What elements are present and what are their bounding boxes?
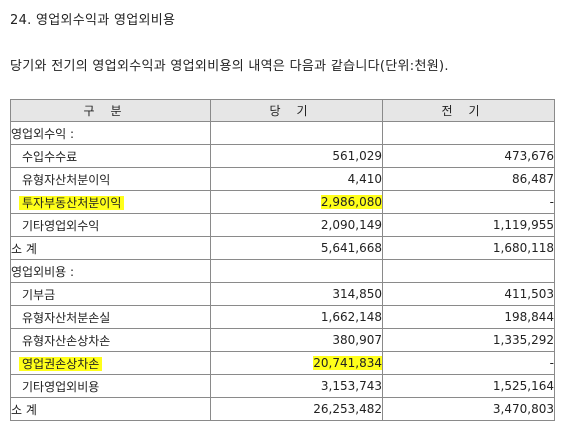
subtotal-label: 소 계 [10,236,211,260]
prior-value: 3,470,803 [382,397,555,421]
prior-value: 1,680,118 [382,236,555,260]
row-label: 기부금 [10,282,211,306]
current-value: 3,153,743 [210,374,383,398]
header-prior-period: 전기 [382,99,555,122]
prior-value: 1,335,292 [382,328,555,352]
prior-value: 1,525,164 [382,374,555,398]
table-row: 유형자산처분이익 4,410 86,487 [10,167,555,191]
current-value: 314,850 [210,282,383,306]
prior-value: 86,487 [382,167,555,191]
table-row: 유형자산손상차손 380,907 1,335,292 [10,328,555,352]
current-value: 26,253,482 [210,397,383,421]
row-label: 영업권손상차손 [10,351,211,375]
row-label: 투자부동산처분이익 [10,190,211,214]
row-label: 기타영업외수익 [10,213,211,237]
current-value: 2,090,149 [210,213,383,237]
row-label: 수입수수료 [10,144,211,168]
expense-subtotal-row: 소 계 26,253,482 3,470,803 [10,397,555,421]
current-value: 380,907 [210,328,383,352]
highlighted-label: 영업권손상차손 [19,356,103,371]
income-group-row: 영업외수익 : [10,121,555,145]
row-label: 유형자산처분손실 [10,305,211,329]
empty-cell [382,121,555,145]
table-row: 기타영업외수익 2,090,149 1,119,955 [10,213,555,237]
header-current-period: 당기 [210,99,383,122]
prior-value: - [382,351,555,375]
header-category: 구분 [10,99,211,122]
intro-text: 당기와 전기의 영업외수익과 영업외비용의 내역은 다음과 같습니다(단위:천원… [10,59,449,74]
current-value: 2,986,080 [210,190,383,214]
highlighted-value: 2,986,080 [320,195,382,209]
section-title: 24. 영업외수익과 영업외비용 [10,13,176,28]
row-label: 유형자산처분이익 [10,167,211,191]
row-label: 유형자산손상차손 [10,328,211,352]
non-operating-table: 구분 당기 전기 영업외수익 : 수입수수료 561,029 473,676 유… [10,99,555,421]
table-row: 수입수수료 561,029 473,676 [10,144,555,168]
current-value: 20,741,834 [210,351,383,375]
current-value: 561,029 [210,144,383,168]
income-subtotal-row: 소 계 5,641,668 1,680,118 [10,236,555,260]
prior-value: - [382,190,555,214]
highlighted-value: 20,741,834 [313,356,382,370]
table-row: 기부금 314,850 411,503 [10,282,555,306]
table-row: 기타영업외비용 3,153,743 1,525,164 [10,374,555,398]
prior-value: 1,119,955 [382,213,555,237]
row-label: 기타영업외비용 [10,374,211,398]
table-header-row: 구분 당기 전기 [10,99,555,122]
table-row-highlighted: 투자부동산처분이익 2,986,080 - [10,190,555,214]
empty-cell [210,121,383,145]
empty-cell [382,259,555,283]
subtotal-label: 소 계 [10,397,211,421]
current-value: 1,662,148 [210,305,383,329]
prior-value: 473,676 [382,144,555,168]
prior-value: 411,503 [382,282,555,306]
table-row-highlighted: 영업권손상차손 20,741,834 - [10,351,555,375]
highlighted-label: 투자부동산처분이익 [19,195,125,210]
expense-group-label: 영업외비용 : [10,259,211,283]
income-group-label: 영업외수익 : [10,121,211,145]
current-value: 5,641,668 [210,236,383,260]
current-value: 4,410 [210,167,383,191]
empty-cell [210,259,383,283]
table-row: 유형자산처분손실 1,662,148 198,844 [10,305,555,329]
expense-group-row: 영업외비용 : [10,259,555,283]
prior-value: 198,844 [382,305,555,329]
